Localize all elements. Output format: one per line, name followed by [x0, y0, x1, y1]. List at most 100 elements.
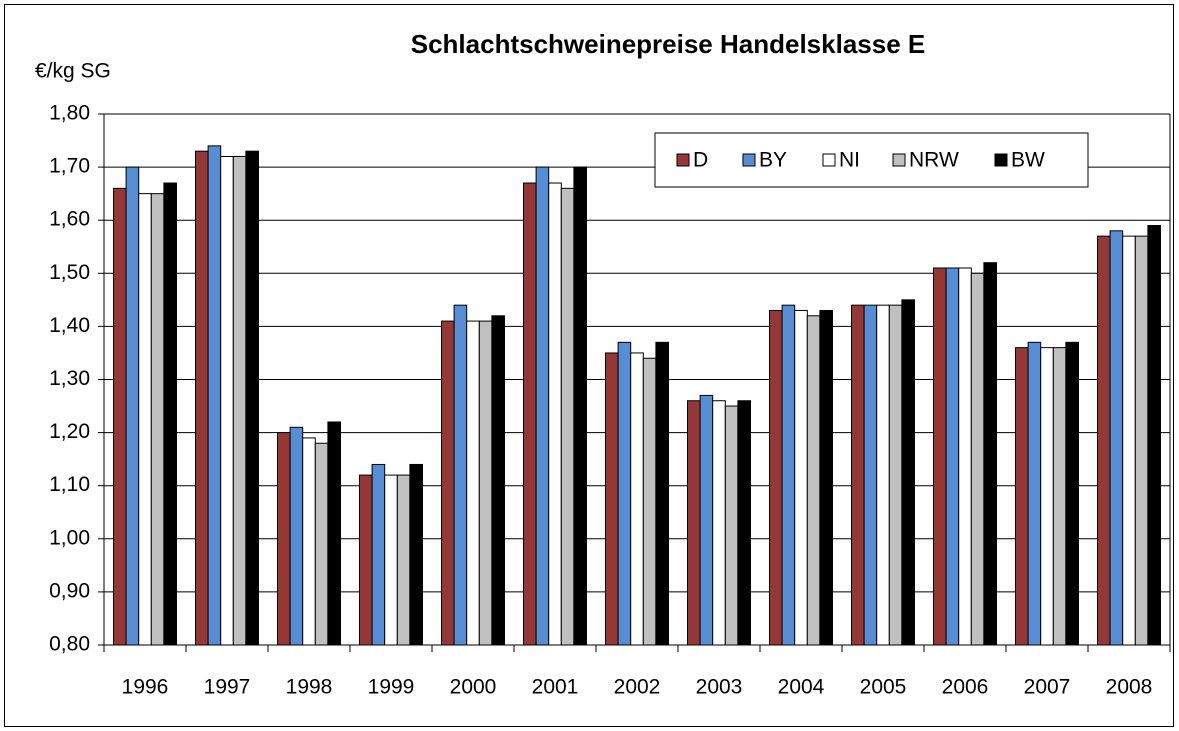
bar — [1109, 230, 1124, 646]
x-tick-label: 2003 — [696, 676, 743, 699]
legend-swatch — [742, 153, 756, 167]
x-tick-label: 2008 — [1106, 676, 1153, 699]
legend-label: NI — [839, 149, 860, 172]
bar — [819, 309, 834, 646]
bar — [687, 400, 701, 646]
bar — [163, 182, 177, 646]
bar — [314, 442, 329, 646]
bar — [1052, 347, 1067, 646]
bar — [327, 421, 341, 646]
chart-title: Schlachtschweinepreise Handelsklasse E — [411, 29, 925, 59]
bar — [737, 400, 752, 646]
bar — [1040, 347, 1054, 646]
bar — [712, 400, 726, 646]
x-tick-label: 1996 — [122, 676, 169, 699]
bar — [983, 262, 998, 646]
legend-swatch — [892, 153, 906, 167]
y-axis-label: €/kg SG — [35, 60, 111, 83]
bar — [441, 320, 455, 646]
bar — [1147, 225, 1162, 646]
bar — [630, 352, 644, 646]
y-tick-label: 1,80 — [49, 102, 90, 125]
bar — [901, 299, 916, 646]
bar — [478, 320, 493, 646]
bar — [289, 426, 304, 646]
legend-label: NRW — [909, 149, 959, 172]
y-tick-label: 1,60 — [49, 208, 90, 231]
bar — [1122, 235, 1136, 646]
x-tick-label: 2001 — [532, 676, 579, 699]
bar — [523, 182, 537, 646]
bar — [876, 304, 890, 646]
bar — [245, 150, 259, 646]
legend-swatch — [676, 153, 690, 167]
bar — [573, 166, 588, 646]
bar — [781, 304, 796, 646]
y-tick-label: 1,50 — [49, 261, 90, 284]
bar — [642, 357, 657, 646]
legend-swatch — [822, 153, 836, 167]
x-tick-label: 1999 — [368, 676, 415, 699]
bar — [1015, 347, 1029, 646]
y-tick-label: 0,80 — [49, 633, 90, 656]
bar — [384, 474, 398, 646]
bar — [794, 309, 808, 646]
bar — [699, 394, 714, 646]
x-tick-label: 2002 — [614, 676, 661, 699]
legend-label: D — [693, 149, 708, 172]
bar — [125, 166, 140, 646]
y-tick-label: 1,30 — [49, 367, 90, 390]
x-tick-label: 2007 — [1024, 676, 1071, 699]
bar — [617, 341, 632, 646]
bar — [724, 405, 739, 646]
bar — [548, 182, 562, 646]
bar — [491, 315, 505, 646]
bar — [1065, 341, 1080, 646]
bar — [150, 193, 165, 646]
legend-label: BY — [759, 149, 787, 172]
y-tick-label: 1,10 — [49, 473, 90, 496]
y-tick-label: 1,00 — [49, 526, 90, 549]
x-tick-label: 1998 — [286, 676, 333, 699]
bar — [945, 267, 960, 646]
x-tick-label: 2006 — [942, 676, 989, 699]
bar — [958, 267, 972, 646]
bar — [195, 150, 209, 646]
y-tick-label: 1,20 — [49, 420, 90, 443]
bar — [806, 315, 821, 646]
bar — [535, 166, 550, 646]
bar — [888, 304, 903, 646]
bar — [769, 309, 783, 646]
x-tick-label: 2000 — [450, 676, 497, 699]
bar — [933, 267, 947, 646]
bar — [371, 463, 386, 646]
legend-box — [654, 132, 1089, 188]
bar — [453, 304, 468, 646]
chart-border — [4, 4, 1174, 727]
bar — [113, 187, 127, 646]
bar — [605, 352, 619, 646]
y-tick-label: 1,70 — [49, 155, 90, 178]
bar — [207, 145, 222, 646]
x-tick-label: 1997 — [204, 676, 251, 699]
bar — [220, 155, 234, 646]
bar — [655, 341, 670, 646]
bar — [1097, 235, 1111, 646]
bar — [232, 155, 247, 646]
bar — [863, 304, 878, 646]
bar — [1134, 235, 1149, 646]
legend-swatch — [994, 153, 1008, 167]
bar — [396, 474, 411, 646]
bar — [409, 463, 423, 646]
x-tick-label: 2004 — [778, 676, 825, 699]
y-tick-label: 0,90 — [49, 579, 90, 602]
y-tick-label: 1,40 — [49, 314, 90, 337]
bar — [560, 187, 575, 646]
bar — [466, 320, 480, 646]
legend-label: BW — [1011, 149, 1045, 172]
bar — [851, 304, 865, 646]
bar — [138, 193, 152, 646]
bar — [1027, 341, 1042, 646]
x-tick-label: 2005 — [860, 676, 907, 699]
